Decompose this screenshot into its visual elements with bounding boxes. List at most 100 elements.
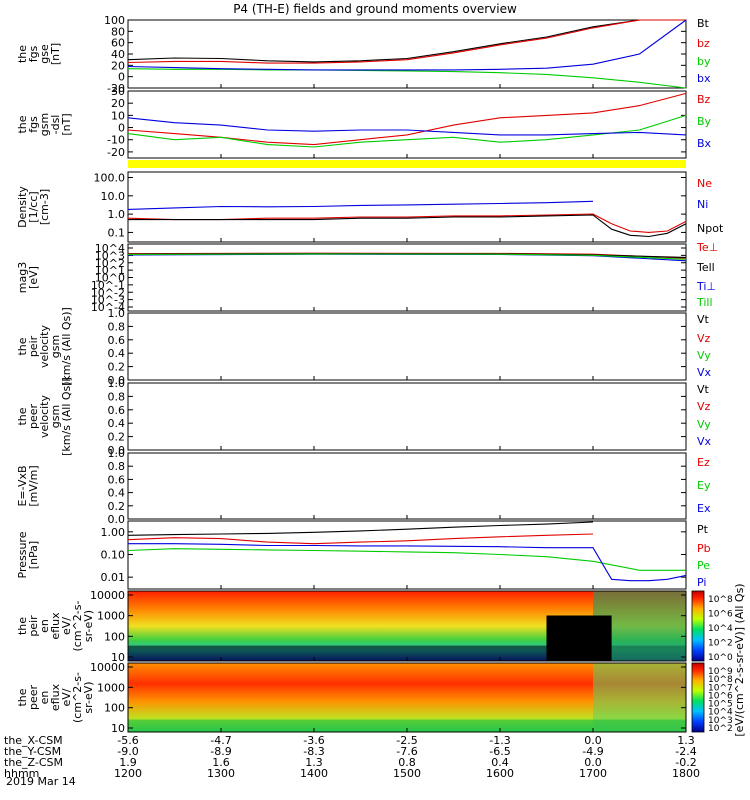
- y-axis-label: [nT]: [49, 43, 62, 65]
- y-tick-label: 1000: [97, 610, 125, 623]
- y-axis-label: (cm^2-s-: [71, 601, 84, 652]
- y-tick-label: -20: [107, 82, 125, 95]
- y-tick-label: 1.00: [101, 526, 126, 539]
- y-tick-label: 0.0: [108, 374, 126, 387]
- y-axis-label: the: [16, 115, 29, 133]
- y-axis-label: peer: [27, 404, 40, 430]
- y-tick-label: 80: [111, 25, 125, 38]
- legend-entry-Te⊥: Te⊥: [696, 241, 718, 254]
- legend-entry-Bx: Bx: [697, 137, 712, 150]
- axes-p1: [127, 19, 687, 89]
- axes-p6: [127, 382, 687, 451]
- colorbar-tick-label: 10^9: [708, 667, 733, 677]
- y-tick-label: 0.0: [108, 513, 126, 526]
- ephemeris-value: -2.5: [396, 734, 417, 747]
- colorbar-tick-label: 10^8: [708, 595, 733, 605]
- ephemeris-value: 1600: [486, 767, 514, 780]
- y-axis-label: gsm: [38, 113, 51, 136]
- y-tick-label: 1000: [97, 681, 125, 694]
- colorbar-tick-label: 10^3: [708, 716, 733, 726]
- y-axis-label: en: [38, 691, 51, 705]
- colorbar-tick-label: 10^0: [708, 653, 733, 663]
- legend-entry-Ex: Ex: [697, 502, 711, 515]
- y-axis-label: mag3: [16, 262, 29, 293]
- panel-p8: [127, 520, 687, 590]
- heatmap-low-band: [128, 719, 686, 732]
- y-axis-label: peir: [27, 335, 40, 357]
- y-axis-label: [eV]: [27, 266, 40, 289]
- y-tick-label: 0.8: [108, 390, 126, 403]
- colorbar-p9: [691, 590, 705, 662]
- series-line-Ne: [127, 213, 687, 233]
- ephemeris-value: -1.3: [489, 734, 510, 747]
- colorbar-tick-label: 10^6: [708, 691, 733, 701]
- y-tick-label: 100: [104, 14, 125, 27]
- y-tick-label: 40: [111, 48, 125, 61]
- ephemeris-value: 1500: [393, 767, 421, 780]
- legend-entry-Bt: Bt: [697, 17, 710, 30]
- ephemeris-value: 1800: [672, 767, 700, 780]
- panel-p3: [127, 171, 687, 243]
- series-line-by: [127, 68, 687, 89]
- y-tick-label: 0: [118, 71, 125, 84]
- ephemeris-value: -6.5: [489, 745, 510, 758]
- y-tick-label: 1.0: [108, 307, 126, 320]
- ephemeris-row-label: hhmm: [4, 767, 39, 780]
- colorbar-tick-label: 10^7: [708, 683, 733, 693]
- legend-entry-by: by: [697, 55, 711, 68]
- y-tick-label: 10: [111, 722, 125, 735]
- legend-entry-Ez: Ez: [697, 456, 710, 469]
- figure-title: P4 (TH-E) fields and ground moments over…: [233, 2, 517, 16]
- series-line-Npot: [128, 214, 687, 238]
- y-axis-label: Pressure: [16, 531, 29, 578]
- y-tick-label: 10: [111, 109, 125, 122]
- y-axis-label: -dsl: [49, 115, 62, 135]
- y-tick-label: 100: [104, 702, 125, 715]
- y-axis-label: eflux: [49, 683, 62, 711]
- legend-entry-Pt: Pt: [697, 523, 709, 536]
- legend-entry-Vz: Vz: [697, 332, 711, 345]
- y-tick-label: 10^3: [95, 249, 125, 262]
- y-tick-label: 1.0: [108, 377, 126, 390]
- legend-entry-Pb: Pb: [697, 542, 711, 555]
- y-axis-label: (cm^2-s-: [71, 672, 84, 723]
- y-tick-label: 0.8: [108, 460, 126, 473]
- colorbar-tick-label: 10^8: [708, 675, 733, 685]
- legend-entry-Vx: Vx: [697, 366, 712, 379]
- date-label: 2019 Mar 14: [6, 775, 76, 788]
- y-axis-label: the: [16, 45, 29, 63]
- legend-entry-Till: Till: [696, 296, 713, 309]
- ephemeris-value: -5.6: [117, 734, 138, 747]
- y-tick-label: 1.0: [108, 447, 126, 460]
- legend-entry-Npot: Npot: [697, 222, 724, 235]
- y-axis-label: gsm: [49, 335, 62, 358]
- y-tick-label: 0.01: [101, 571, 126, 584]
- y-tick-label: 20: [111, 97, 125, 110]
- y-axis-label: sr-eV): [82, 610, 95, 642]
- series-line-Pi: [128, 543, 687, 582]
- y-tick-label: 100: [104, 630, 125, 643]
- panel-p9: [127, 590, 705, 662]
- ephemeris-value: -8.3: [303, 745, 324, 758]
- series-line-Ni: [127, 200, 594, 210]
- series-line-Bx: [127, 117, 687, 136]
- ephemeris-value: -4.9: [582, 745, 603, 758]
- ephemeris-value: 0.0: [584, 756, 602, 769]
- axes-p7: [127, 452, 687, 520]
- legend-entry-Vt: Vt: [697, 313, 710, 326]
- y-tick-label: 10^-1: [91, 279, 125, 292]
- ephemeris-value: 1200: [114, 767, 142, 780]
- y-tick-label: 10^-2: [91, 286, 125, 299]
- y-axis-label: velocity: [38, 325, 51, 368]
- legend-entry-Pe: Pe: [697, 559, 710, 572]
- legend-entry-bz: bz: [697, 37, 710, 50]
- y-axis-label: the: [16, 337, 29, 355]
- y-tick-label: 0.8: [108, 320, 126, 333]
- y-axis-label: eV/: [60, 617, 73, 635]
- panel-p10: [127, 662, 705, 733]
- y-axis-label: the: [16, 617, 29, 635]
- ephemeris-value: 1300: [207, 767, 235, 780]
- y-axis-label: eV/: [60, 688, 73, 706]
- series-line-bz: [127, 19, 686, 64]
